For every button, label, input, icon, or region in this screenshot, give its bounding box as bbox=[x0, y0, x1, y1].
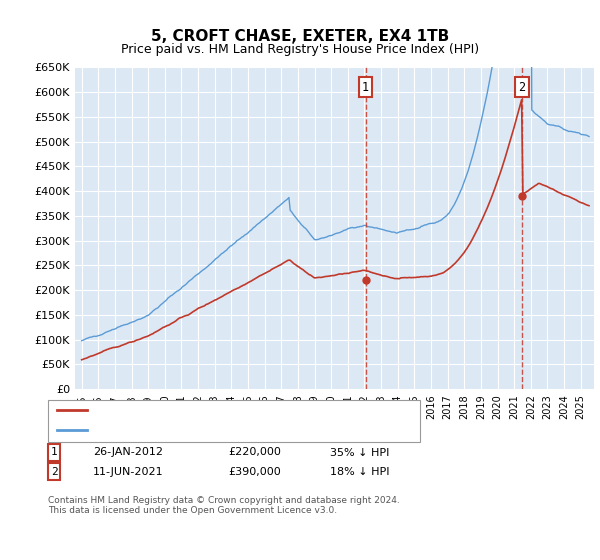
Text: 2: 2 bbox=[50, 466, 58, 477]
Text: 26-JAN-2012: 26-JAN-2012 bbox=[93, 447, 163, 458]
Text: 1: 1 bbox=[362, 81, 369, 94]
Text: £220,000: £220,000 bbox=[228, 447, 281, 458]
Text: 2: 2 bbox=[518, 81, 525, 94]
Text: 35% ↓ HPI: 35% ↓ HPI bbox=[330, 447, 389, 458]
Text: 11-JUN-2021: 11-JUN-2021 bbox=[93, 466, 164, 477]
Text: Price paid vs. HM Land Registry's House Price Index (HPI): Price paid vs. HM Land Registry's House … bbox=[121, 43, 479, 56]
Text: 1: 1 bbox=[50, 447, 58, 458]
Text: 5, CROFT CHASE, EXETER, EX4 1TB (detached house): 5, CROFT CHASE, EXETER, EX4 1TB (detache… bbox=[93, 405, 371, 416]
Text: 5, CROFT CHASE, EXETER, EX4 1TB: 5, CROFT CHASE, EXETER, EX4 1TB bbox=[151, 29, 449, 44]
Text: £390,000: £390,000 bbox=[228, 466, 281, 477]
Text: 18% ↓ HPI: 18% ↓ HPI bbox=[330, 466, 389, 477]
Text: Contains HM Land Registry data © Crown copyright and database right 2024.
This d: Contains HM Land Registry data © Crown c… bbox=[48, 496, 400, 515]
Text: HPI: Average price, detached house, Exeter: HPI: Average price, detached house, Exet… bbox=[93, 424, 319, 435]
